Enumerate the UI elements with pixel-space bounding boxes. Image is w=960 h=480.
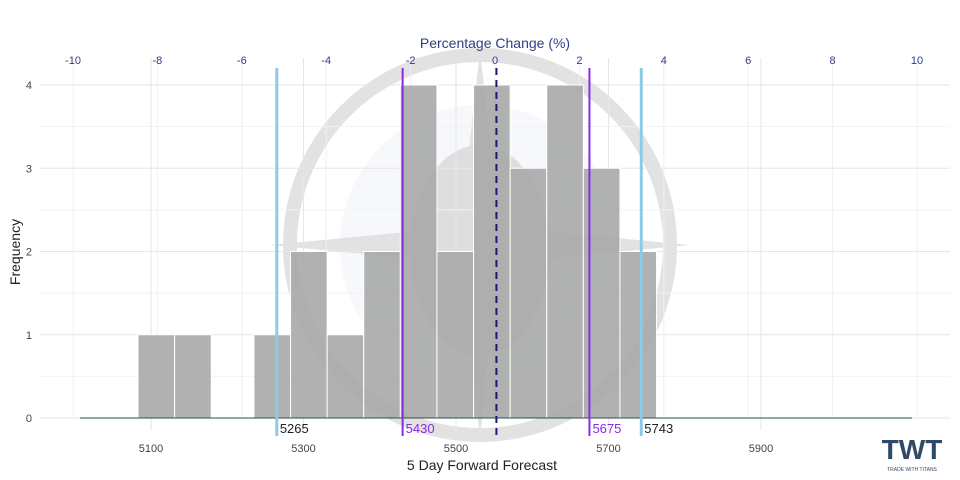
logo-text: TWT	[882, 434, 943, 465]
x-tick-label: 5100	[139, 443, 163, 455]
x2-tick-label: -4	[321, 55, 331, 67]
histogram-bar	[174, 334, 212, 419]
histogram-bar	[253, 334, 292, 419]
histogram-bar	[473, 84, 511, 419]
x2-tick-label: 6	[745, 55, 751, 67]
x2-tick-label: 2	[576, 55, 582, 67]
x2-tick-label: -6	[237, 55, 247, 67]
x2-tick-label: -2	[406, 55, 416, 67]
x-tick-label: 5900	[749, 443, 773, 455]
x2-tick-label: 0	[492, 55, 498, 67]
x2-tick-label: 8	[830, 55, 836, 67]
reference-line-label: 5265	[280, 421, 309, 436]
x-tick-label: 5300	[291, 443, 315, 455]
x2-tick-label: -10	[65, 55, 81, 67]
reference-lines: 5265 5430 5675 5743	[275, 68, 673, 436]
histogram-bars	[137, 84, 658, 419]
y-axis-ticks: 0 1 2 3 4	[26, 80, 32, 425]
reference-line-label: 5675	[592, 421, 621, 436]
x-axis-title: 5 Day Forward Forecast	[407, 457, 557, 473]
reference-line-label: 5430	[406, 421, 435, 436]
logo: TWT TRADE WITH TITANS	[882, 434, 943, 473]
histogram-bar	[290, 251, 328, 419]
x-tick-label: 5500	[444, 443, 468, 455]
x2-axis-title: Percentage Change (%)	[420, 35, 570, 51]
histogram-bar	[509, 167, 548, 419]
x-axis-ticks: 5100 5300 5500 5700 5900	[139, 443, 773, 455]
y-tick-label: 0	[26, 413, 32, 425]
histogram-bar	[619, 251, 658, 419]
logo-subtext: TRADE WITH TITANS	[887, 467, 937, 473]
y-tick-label: 1	[26, 330, 32, 342]
x2-axis-ticks: -10 -8 -6 -4 -2 0 2 4 6 8 10	[65, 55, 923, 67]
histogram-bar	[399, 84, 438, 419]
x2-tick-label: 10	[911, 55, 923, 67]
histogram-bar	[137, 334, 176, 419]
reference-line-label: 5743	[644, 421, 673, 436]
y-axis-title: Frequency	[7, 219, 23, 285]
x2-tick-label: -8	[153, 55, 163, 67]
y-tick-label: 4	[26, 80, 32, 92]
histogram-bar	[363, 251, 401, 419]
y-tick-label: 2	[26, 247, 32, 259]
x-tick-label: 5700	[596, 443, 620, 455]
x2-tick-label: 4	[661, 55, 667, 67]
histogram-bar	[546, 84, 584, 419]
y-tick-label: 3	[26, 163, 32, 175]
histogram-bar	[326, 334, 365, 419]
histogram-bar	[436, 251, 475, 419]
